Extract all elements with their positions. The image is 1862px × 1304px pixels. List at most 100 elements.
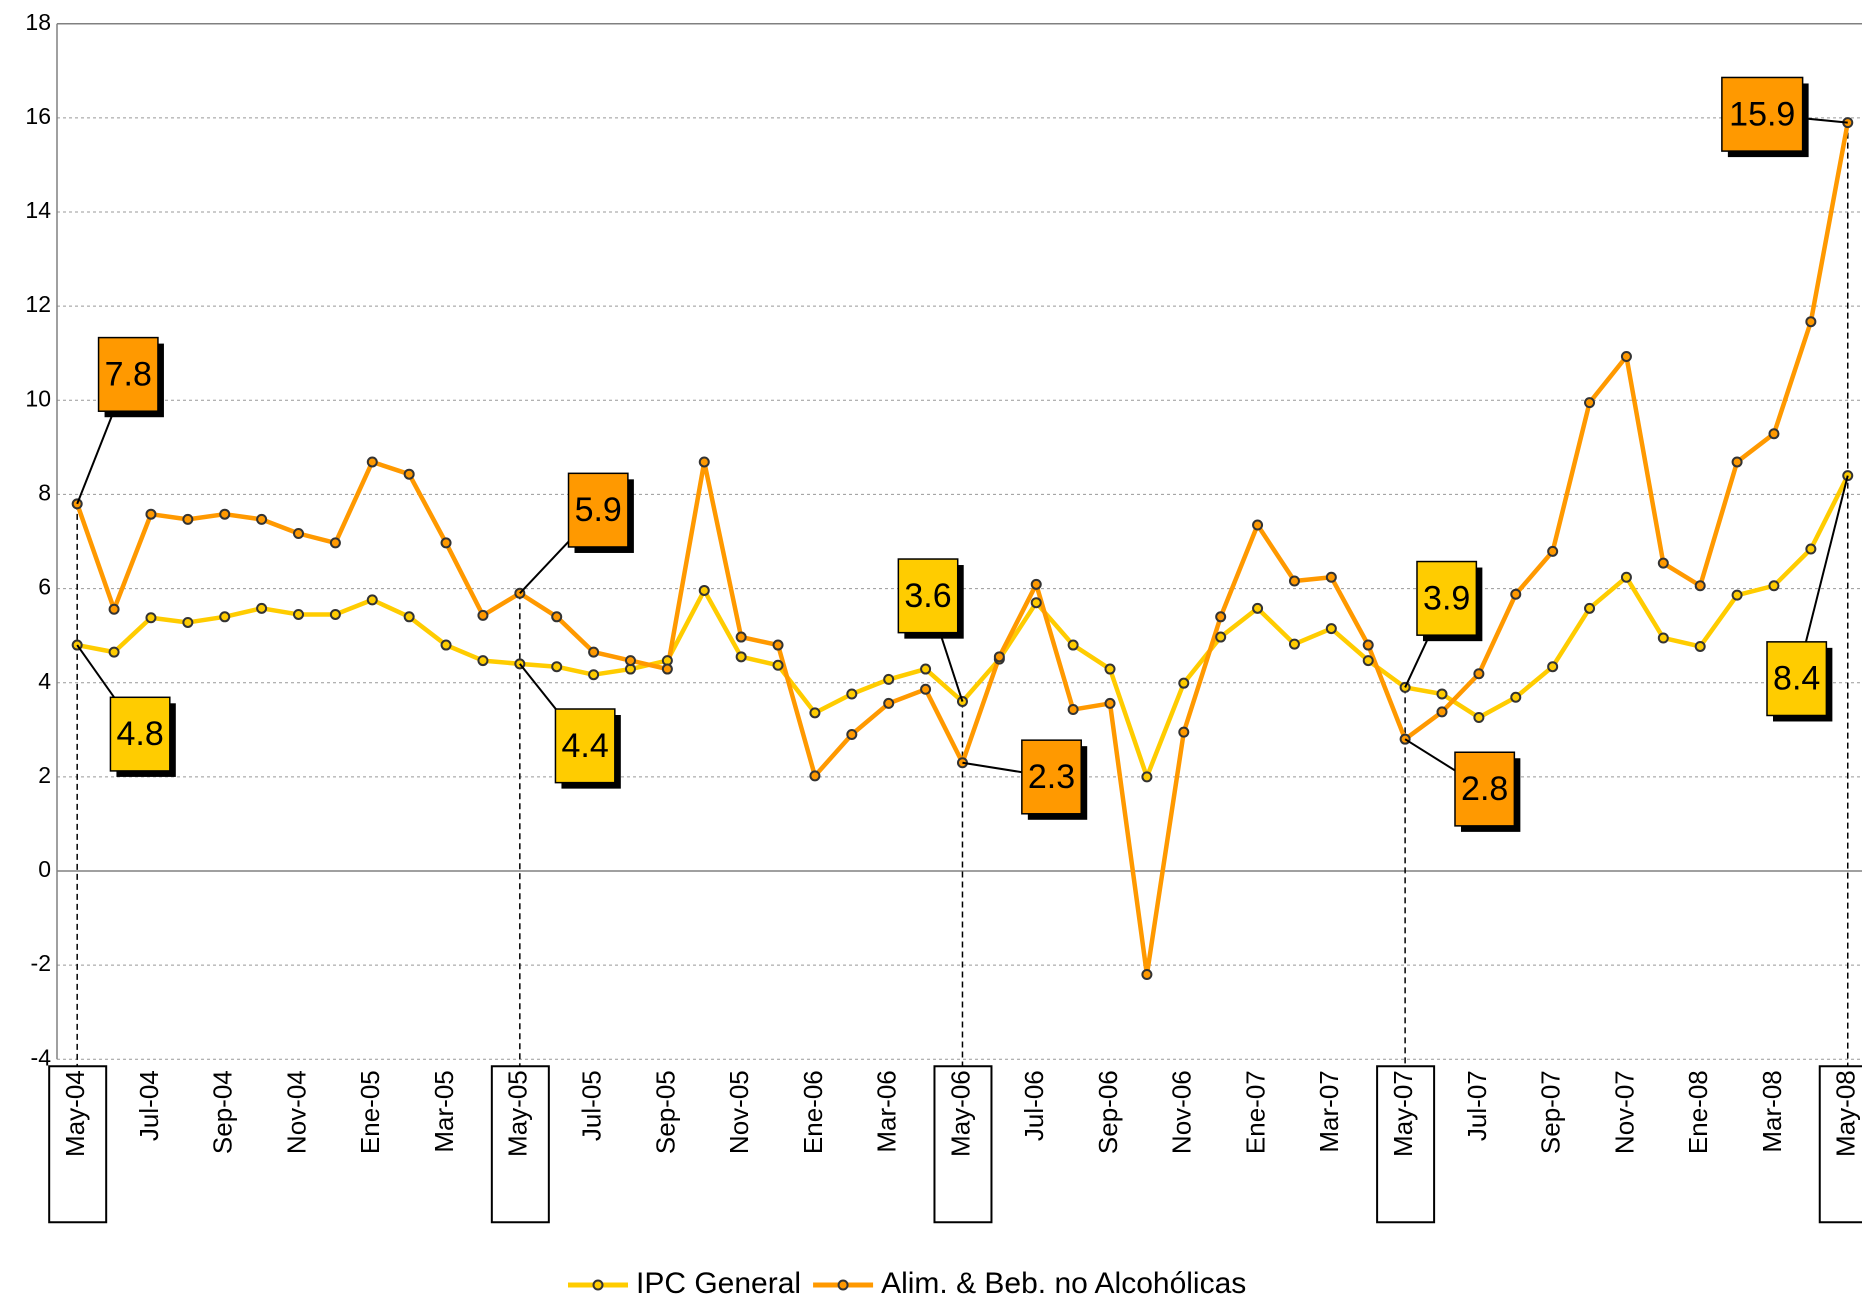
data-label: 3.6 xyxy=(904,577,951,615)
data-point xyxy=(1805,316,1817,328)
x-tick-label: Jul-04 xyxy=(134,1070,164,1141)
data-point xyxy=(1768,428,1780,440)
data-label: 3.9 xyxy=(1423,579,1470,617)
callout-box xyxy=(109,696,171,772)
data-point xyxy=(1252,602,1264,614)
data-point xyxy=(846,688,858,700)
data-label: 15.9 xyxy=(1729,95,1795,133)
data-point xyxy=(1731,456,1743,468)
data-point xyxy=(1104,663,1116,675)
data-point xyxy=(1067,704,1079,716)
x-tick-label: Jul-06 xyxy=(1019,1070,1049,1141)
data-point xyxy=(108,603,120,615)
data-point xyxy=(366,456,378,468)
data-point xyxy=(1584,602,1596,614)
x-tick-label: Nov-05 xyxy=(724,1070,754,1154)
y-tick-label: 10 xyxy=(25,385,51,411)
x-tick-label: Sep-05 xyxy=(650,1070,680,1154)
data-point xyxy=(1473,712,1485,724)
data-point xyxy=(440,639,452,651)
data-point xyxy=(588,646,600,658)
data-point xyxy=(809,770,821,782)
y-tick-label: 0 xyxy=(38,856,51,882)
callout-box xyxy=(554,708,616,784)
y-tick-label: 12 xyxy=(25,291,51,317)
x-tick-label: Jul-05 xyxy=(576,1070,606,1141)
data-point xyxy=(256,602,268,614)
data-point xyxy=(1215,611,1227,623)
data-point xyxy=(1252,519,1264,531)
data-point xyxy=(1362,655,1374,667)
data-point xyxy=(883,697,895,709)
data-point xyxy=(1694,640,1706,652)
data-point xyxy=(920,663,932,675)
data-point xyxy=(1584,397,1596,409)
data-point xyxy=(1547,545,1559,557)
data-point xyxy=(1768,580,1780,592)
y-tick-label: 14 xyxy=(25,197,51,223)
data-point xyxy=(1325,623,1337,635)
data-point xyxy=(1473,668,1485,680)
data-point xyxy=(182,513,194,525)
data-point xyxy=(1362,639,1374,651)
data-point xyxy=(1104,697,1116,709)
data-point xyxy=(366,594,378,606)
data-point xyxy=(993,651,1005,663)
y-tick-label: 18 xyxy=(25,9,51,35)
category-box xyxy=(1376,1065,1436,1224)
x-tick-label: Mar-08 xyxy=(1757,1070,1787,1152)
data-point xyxy=(108,646,120,658)
data-point xyxy=(1620,351,1632,363)
data-label: 4.4 xyxy=(562,727,609,765)
data-point xyxy=(293,608,305,620)
data-point xyxy=(588,669,600,681)
data-point xyxy=(329,608,341,620)
data-label: 2.3 xyxy=(1028,758,1075,796)
data-point xyxy=(1178,726,1190,738)
data-point xyxy=(1030,597,1042,609)
callout-box xyxy=(1721,76,1804,152)
legend-label: Alim. & Beb. no Alcohólicas xyxy=(881,1267,1246,1300)
x-tick-label: Nov-06 xyxy=(1167,1070,1197,1154)
x-tick-label: May-07 xyxy=(1388,1070,1418,1157)
y-tick-label: 4 xyxy=(38,668,51,694)
data-point xyxy=(329,537,341,549)
data-point xyxy=(1547,661,1559,673)
y-tick-label: 2 xyxy=(38,762,51,788)
data-point xyxy=(145,508,157,520)
x-tick-label: Ene-08 xyxy=(1683,1070,1713,1154)
callout-box xyxy=(1416,560,1478,636)
x-tick-label: May-05 xyxy=(503,1070,533,1157)
data-point xyxy=(1657,557,1669,569)
data-point xyxy=(1030,578,1042,590)
x-tick-label: Nov-07 xyxy=(1609,1070,1639,1154)
callout-box xyxy=(897,558,959,634)
x-tick-label: Sep-07 xyxy=(1536,1070,1566,1154)
x-tick-label: Mar-07 xyxy=(1314,1070,1344,1152)
x-tick-label: May-04 xyxy=(60,1070,90,1157)
data-point xyxy=(809,707,821,719)
legend-label: IPC General xyxy=(636,1267,801,1300)
data-point xyxy=(735,651,747,663)
x-tick-label: Sep-06 xyxy=(1093,1070,1123,1154)
data-label: 8.4 xyxy=(1773,660,1820,698)
data-point xyxy=(1288,638,1300,650)
data-point xyxy=(1178,677,1190,689)
data-point xyxy=(403,468,415,480)
data-point xyxy=(1288,575,1300,587)
callout-box xyxy=(1454,751,1516,827)
data-point xyxy=(145,612,157,624)
data-point xyxy=(698,456,710,468)
callout-box xyxy=(1766,641,1828,717)
y-tick-label: -4 xyxy=(31,1044,52,1070)
x-tick-label: Ene-07 xyxy=(1240,1070,1270,1154)
x-tick-label: Mar-06 xyxy=(872,1070,902,1152)
data-point xyxy=(1436,706,1448,718)
data-point xyxy=(256,513,268,525)
data-point xyxy=(1325,571,1337,583)
data-point xyxy=(219,508,231,520)
y-tick-label: 16 xyxy=(25,103,51,129)
data-point xyxy=(698,584,710,596)
data-point xyxy=(772,659,784,671)
